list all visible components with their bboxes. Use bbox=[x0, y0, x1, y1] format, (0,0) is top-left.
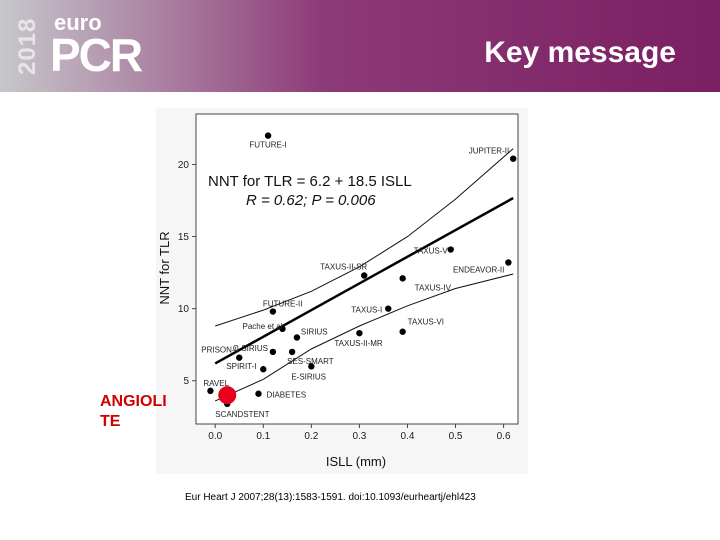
data-point bbox=[293, 334, 301, 341]
data-point bbox=[269, 308, 277, 315]
slide-title: Key message bbox=[484, 36, 676, 69]
header-banner: 2018 euro PCR Key message bbox=[0, 0, 720, 92]
point-label: DIABETES bbox=[266, 391, 306, 400]
logo-euro: euro bbox=[54, 10, 102, 35]
point-label: JUPITER-II bbox=[469, 147, 509, 156]
data-point bbox=[279, 325, 286, 333]
point-label: SCANDSTENT bbox=[215, 410, 269, 419]
point-label: C-SIRIUS bbox=[233, 344, 268, 353]
data-point bbox=[269, 348, 277, 356]
point-label: FUTURE-II bbox=[263, 300, 303, 309]
point-label: TAXUS-II-SR bbox=[320, 262, 367, 271]
data-point bbox=[255, 390, 262, 397]
data-point bbox=[288, 348, 296, 356]
data-point bbox=[264, 132, 272, 139]
x-tick-label: 0.2 bbox=[304, 431, 318, 442]
point-label: PRISON-II bbox=[201, 346, 239, 355]
point-label: FUTURE-I bbox=[249, 141, 286, 150]
x-tick-label: 0.4 bbox=[401, 431, 415, 442]
point-label: TAXUS-IV bbox=[415, 283, 452, 292]
data-point bbox=[505, 259, 512, 266]
data-point bbox=[361, 272, 368, 279]
point-label: Pache et al bbox=[243, 322, 283, 331]
data-point bbox=[308, 363, 315, 370]
x-tick-label: 0.0 bbox=[208, 431, 222, 442]
data-point bbox=[260, 366, 267, 373]
y-tick-label: 20 bbox=[178, 160, 190, 171]
data-points: FUTURE-IJUPITER-IITAXUS-VENDEAVOR-IITAXU… bbox=[201, 132, 517, 419]
point-label: RAVEL bbox=[203, 379, 229, 388]
angiolite-point bbox=[218, 386, 237, 405]
citation-reference: Eur Heart J 2007;28(13):1583-1591. doi:1… bbox=[185, 492, 476, 503]
y-tick-label: 5 bbox=[183, 376, 189, 387]
ci-lower-line bbox=[214, 273, 514, 402]
x-tick-label: 0.5 bbox=[449, 431, 463, 442]
y-tick-label: 15 bbox=[178, 232, 190, 243]
point-label: SPIRIT-I bbox=[226, 362, 256, 371]
angiolite-callout: ANGIOLI TE bbox=[100, 392, 180, 432]
point-label: SIRIUS bbox=[301, 327, 328, 336]
data-point bbox=[385, 305, 392, 312]
logo-year: 2018 bbox=[14, 17, 41, 75]
data-point bbox=[236, 354, 243, 361]
callout-line-1: ANGIOLI bbox=[100, 393, 167, 410]
axis-ticks: 0.0 0.1 0.2 0.3 0.4 0.5 0.6 5 10 15 20 bbox=[178, 160, 511, 442]
point-label: TAXUS-I bbox=[351, 306, 382, 315]
y-axis-label: NNT for TLR bbox=[157, 231, 172, 304]
data-point bbox=[399, 328, 406, 335]
point-label: ENDEAVOR-II bbox=[453, 266, 504, 275]
plot-frame bbox=[195, 113, 519, 425]
point-label: TAXUS-V bbox=[414, 247, 449, 256]
point-label: E-SIRIUS bbox=[291, 372, 326, 381]
x-tick-label: 0.1 bbox=[256, 431, 270, 442]
ci-upper-line bbox=[215, 148, 514, 327]
callout-line-2: TE bbox=[100, 413, 121, 430]
regression-line-group bbox=[214, 196, 514, 365]
x-axis-label: ISLL (mm) bbox=[326, 454, 386, 469]
regression-line bbox=[214, 196, 514, 365]
point-label: TAXUS-VI bbox=[408, 318, 444, 327]
point-label: TAXUS-II-MR bbox=[334, 339, 383, 348]
stats-text: R = 0.62; P = 0.006 bbox=[246, 192, 376, 209]
data-point bbox=[399, 275, 406, 282]
data-point bbox=[509, 155, 517, 162]
logo-pcr: PCR bbox=[50, 29, 143, 81]
scatter-chart: 0.0 0.1 0.2 0.3 0.4 0.5 0.6 5 10 15 20 FUTURE-I JUP… bbox=[156, 108, 528, 474]
equation-text: NNT for TLR = 6.2 + 18.5 ISLL bbox=[208, 173, 412, 190]
y-tick-label: 10 bbox=[178, 304, 190, 315]
x-tick-label: 0.6 bbox=[497, 431, 511, 442]
data-point bbox=[447, 246, 454, 253]
data-point bbox=[207, 387, 214, 395]
data-point bbox=[356, 329, 363, 337]
point-label: SES-SMART bbox=[287, 357, 334, 366]
confidence-bands bbox=[214, 148, 514, 402]
x-tick-label: 0.3 bbox=[352, 431, 366, 442]
